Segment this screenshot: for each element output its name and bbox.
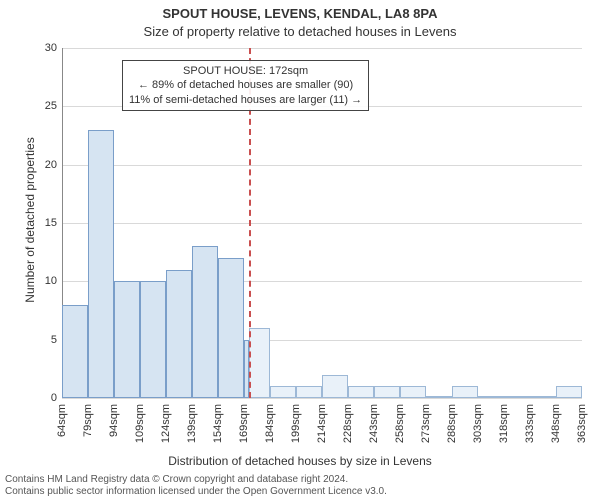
x-tick-label: 228sqm [342,404,354,443]
x-tick-label: 258sqm [394,404,406,443]
histogram-bar [374,386,400,398]
y-tick-label: 30 [32,42,57,54]
gridline [62,48,582,49]
y-tick-label: 5 [32,334,57,346]
x-tick-label: 79sqm [82,404,94,437]
x-tick-label: 303sqm [472,404,484,443]
histogram-bar [192,246,218,398]
x-tick-label: 333sqm [524,404,536,443]
gridline [62,165,582,166]
plot-area: 05101520253064sqm79sqm94sqm109sqm124sqm1… [62,48,582,398]
gridline [62,223,582,224]
histogram-bar [296,386,322,398]
x-tick-label: 288sqm [446,404,458,443]
histogram-bar [270,386,296,398]
footer-line-2: Contains public sector information licen… [5,486,387,498]
histogram-bar [140,281,166,398]
histogram-bar [556,386,582,398]
x-tick-label: 154sqm [212,404,224,443]
x-tick-label: 124sqm [160,404,172,443]
y-tick-label: 25 [32,100,57,112]
x-tick-label: 64sqm [56,404,68,437]
chart-title-sub: Size of property relative to detached ho… [0,24,600,39]
gridline [62,398,582,399]
histogram-bar [348,386,374,398]
x-tick-label: 94sqm [108,404,120,437]
footer-attribution: Contains HM Land Registry data © Crown c… [5,474,387,498]
x-tick-label: 169sqm [238,404,250,443]
annotation-line-3: 11% of semi-detached houses are larger (… [129,93,362,107]
x-tick-label: 199sqm [290,404,302,443]
histogram-bar [426,396,452,398]
x-tick-label: 318sqm [498,404,510,443]
histogram-bar [88,130,114,398]
x-tick-label: 139sqm [186,404,198,443]
chart-title-main: SPOUT HOUSE, LEVENS, KENDAL, LA8 8PA [0,6,600,21]
histogram-bar [452,386,478,398]
histogram-bar [62,305,88,398]
x-axis-label: Distribution of detached houses by size … [0,454,600,468]
histogram-bar [114,281,140,398]
annotation-line-1: SPOUT HOUSE: 172sqm [129,64,362,78]
histogram-bar [322,375,348,398]
histogram-bar [249,328,270,398]
histogram-bar [530,396,556,398]
footer-line-1: Contains HM Land Registry data © Crown c… [5,474,387,486]
x-tick-label: 214sqm [316,404,328,443]
annotation-line-2: ← 89% of detached houses are smaller (90… [129,78,362,92]
x-tick-label: 109sqm [134,404,146,443]
y-axis-label: Number of detached properties [23,120,37,320]
histogram-bar [218,258,244,398]
x-tick-label: 273sqm [420,404,432,443]
annotation-box: SPOUT HOUSE: 172sqm← 89% of detached hou… [122,60,369,111]
histogram-bar [400,386,426,398]
histogram-bar [504,396,530,398]
x-tick-label: 243sqm [368,404,380,443]
x-tick-label: 184sqm [264,404,276,443]
x-tick-label: 348sqm [550,404,562,443]
y-tick-label: 0 [32,392,57,404]
histogram-bar [166,270,192,398]
x-tick-label: 363sqm [576,404,588,443]
histogram-bar [478,396,504,398]
